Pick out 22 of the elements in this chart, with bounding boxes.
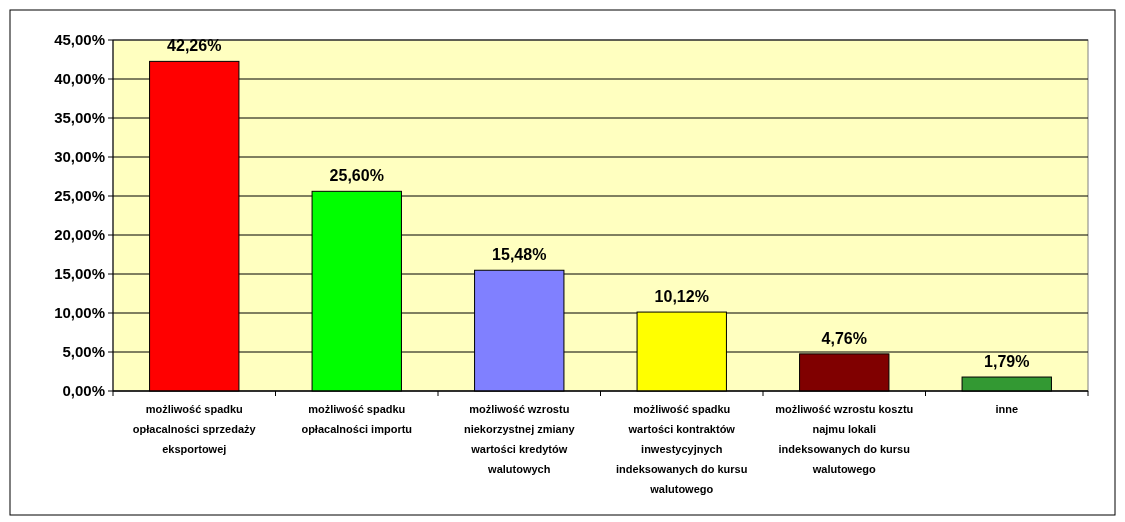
data-label: 10,12% xyxy=(654,288,709,306)
y-tick-label: 20,00% xyxy=(54,226,105,244)
y-tick-label: 5,00% xyxy=(62,343,105,361)
x-tick-label: możliwość spadku wartości kontraktów inwestycyjnych indeksowanych do kursu walutowego xyxy=(616,403,748,495)
x-tick-label: inne xyxy=(995,403,1019,415)
x-tick-label: możliwość spadku opłacalności sprzedaży eksportowej xyxy=(132,403,257,455)
y-tick-label: 15,00% xyxy=(54,265,105,283)
y-tick-label: 0,00% xyxy=(62,382,105,400)
y-tick-label: 40,00% xyxy=(54,70,105,88)
x-tick-label: możliwość wzrostu kosztu najmu lokali indeksowanych do kursu walutowego xyxy=(775,403,914,475)
data-label: 1,79% xyxy=(984,353,1030,371)
data-label: 4,76% xyxy=(821,329,867,347)
data-label: 15,48% xyxy=(492,246,547,264)
x-tick-label: możliwość wzrostu niekorzystnej zmiany wartości kredytów walutowych xyxy=(463,403,576,475)
data-label: 42,26% xyxy=(167,37,222,55)
y-tick-label: 10,00% xyxy=(54,304,105,322)
x-tick-label: możliwość spadku opłacalności importu xyxy=(301,403,413,435)
data-label: 25,60% xyxy=(329,167,384,185)
y-tick-label: 45,00% xyxy=(54,31,105,49)
y-tick-label: 35,00% xyxy=(54,109,105,127)
y-tick-label: 25,00% xyxy=(54,187,105,205)
y-tick-label: 30,00% xyxy=(54,148,105,166)
